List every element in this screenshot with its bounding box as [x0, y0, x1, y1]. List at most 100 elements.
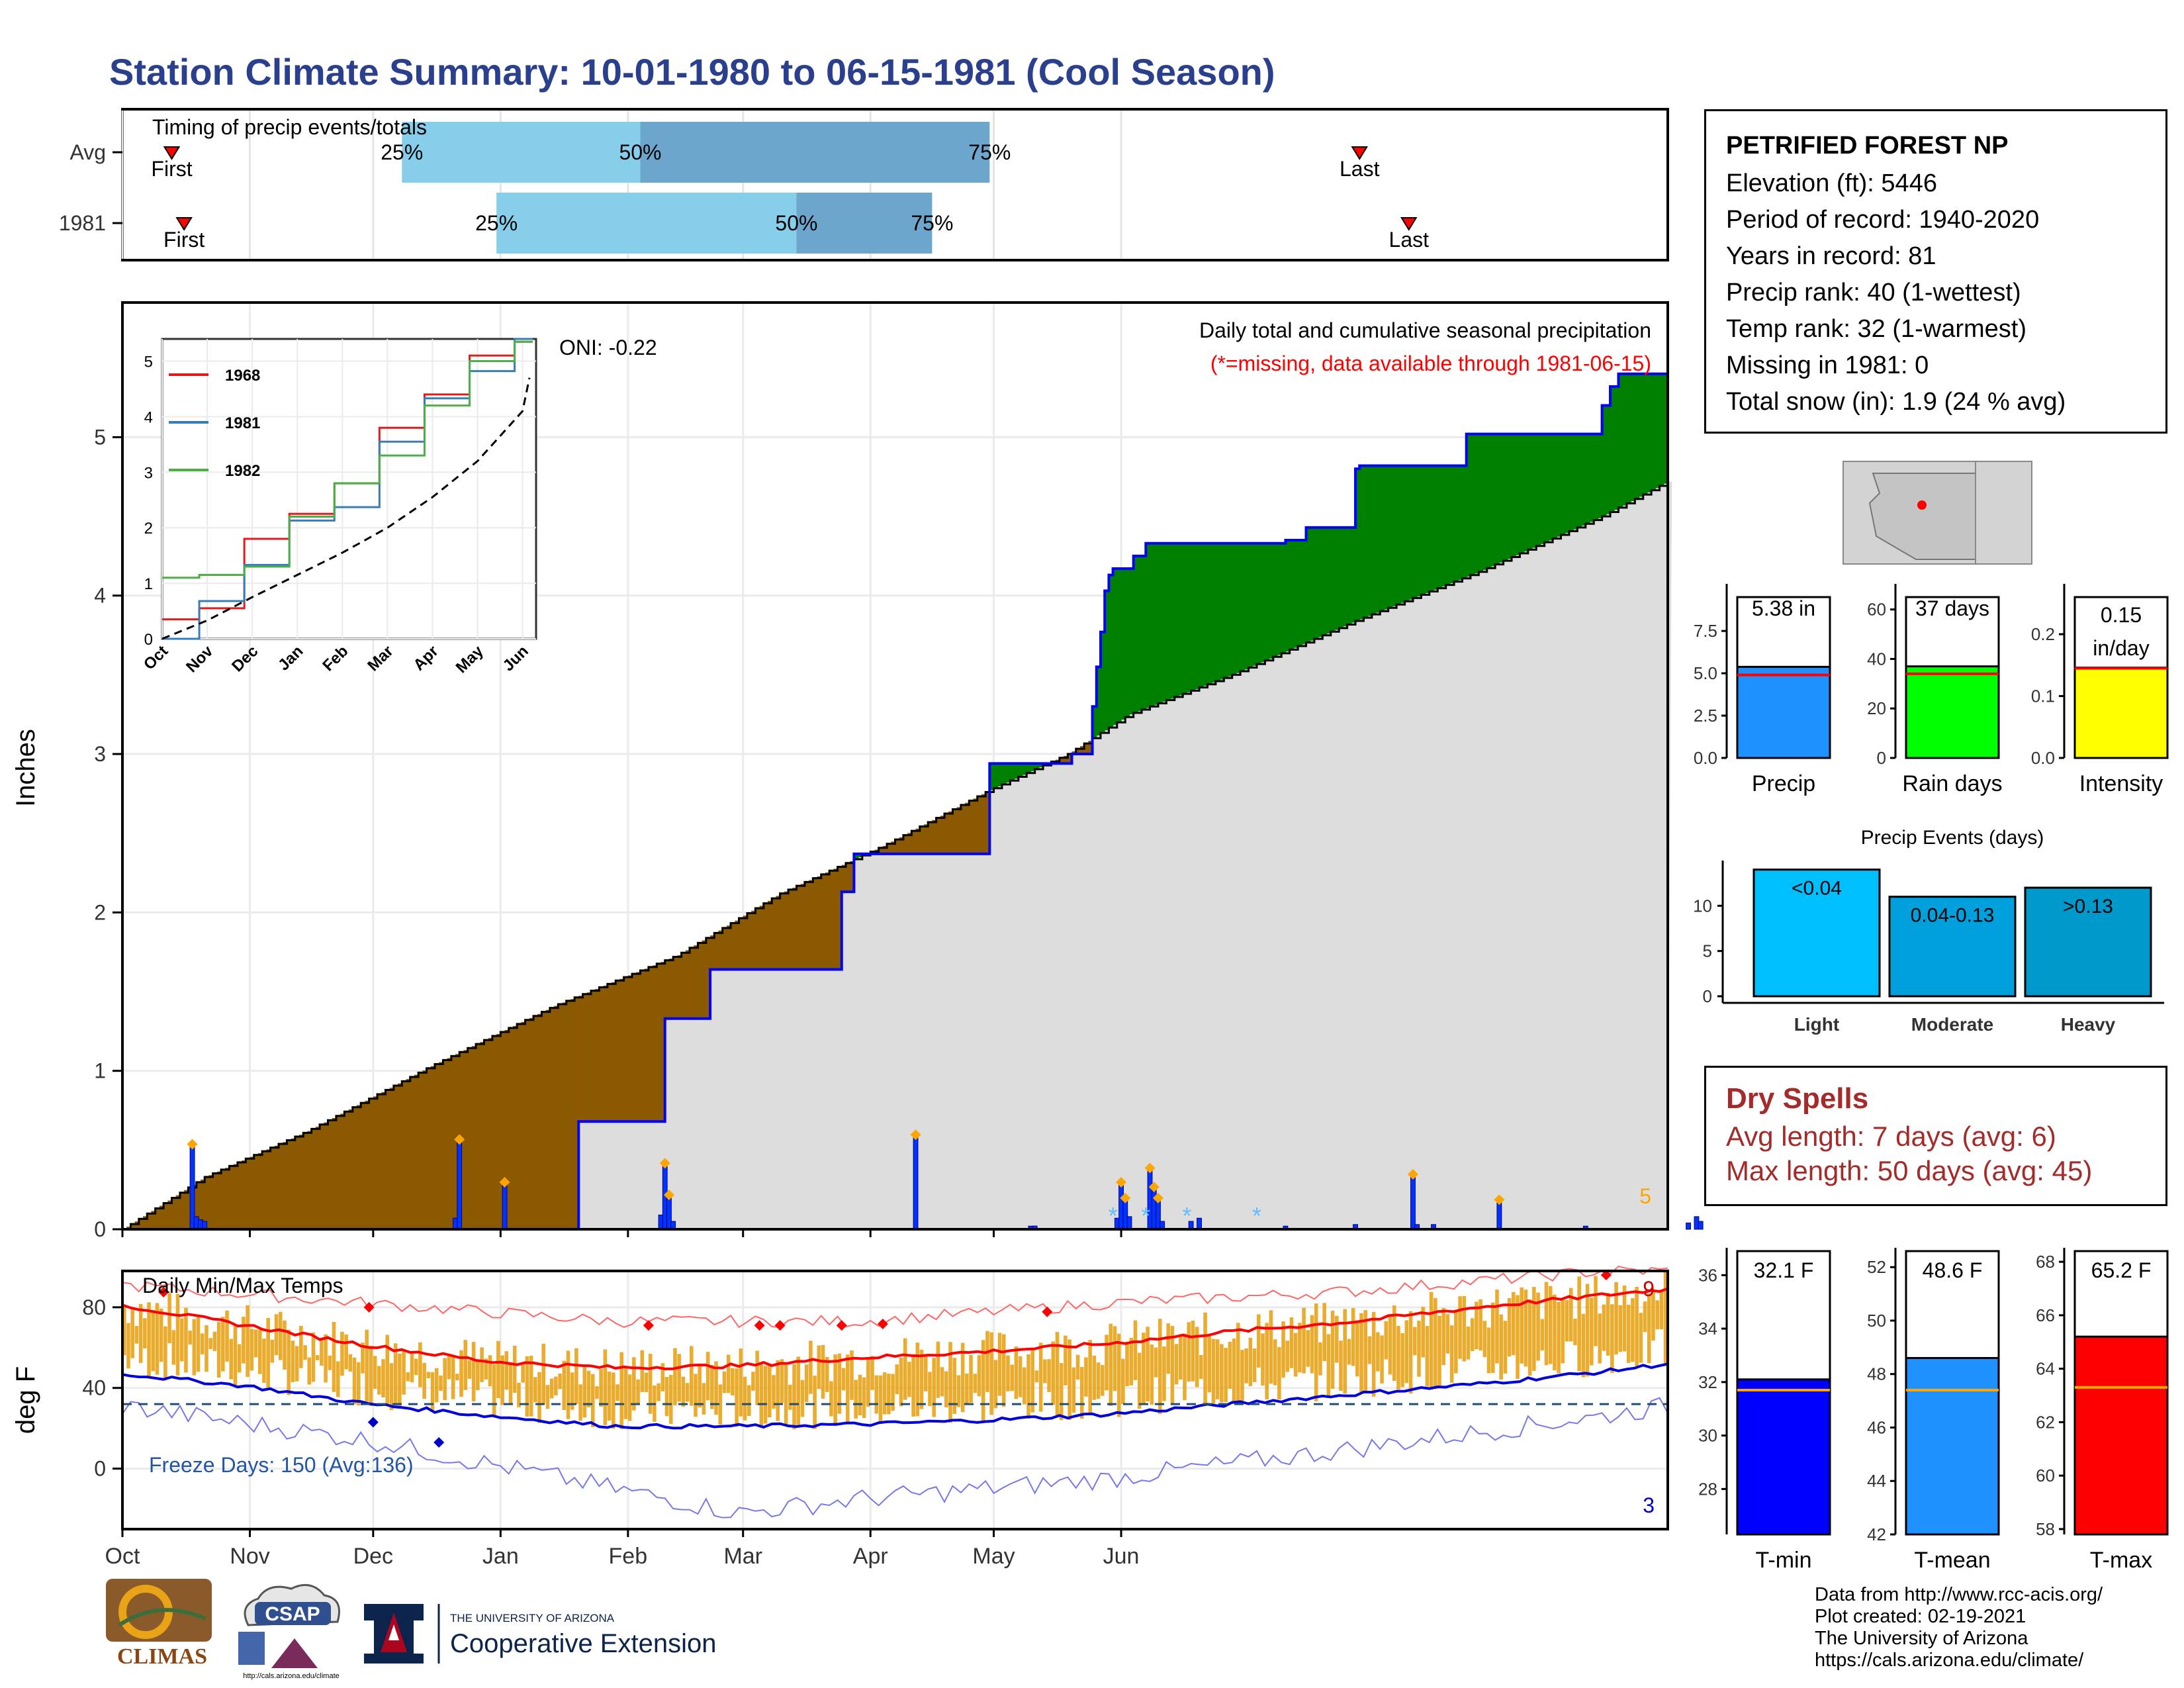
- precip-below-avg-segment: [952, 809, 958, 854]
- temp-bar-tick-label: 44: [1867, 1471, 1886, 1491]
- events-bar-light: [1752, 868, 1881, 998]
- daily-temp-bar: [1561, 1299, 1565, 1364]
- temperature-bar-charts: 28 30 32 34 36 32.1 F T-min 42 44 46 48 50 52 48.6 F T…: [1698, 1248, 2169, 1573]
- precip-above-avg-segment: [1285, 539, 1291, 652]
- precip-below-avg-segment: [817, 876, 822, 970]
- precip-above-avg-segment: [1433, 465, 1438, 590]
- precip-above-avg-segment: [1622, 373, 1627, 506]
- precip-above-avg-segment: [1001, 763, 1007, 784]
- daily-temp-bar: [517, 1382, 521, 1408]
- daily-temp-bar: [985, 1331, 989, 1392]
- daily-temp-bar: [1084, 1357, 1088, 1397]
- daily-temp-bar: [1392, 1305, 1396, 1381]
- daily-temp-bar: [615, 1384, 619, 1401]
- daily-temp-bar: [414, 1358, 418, 1376]
- record-high-marker: [754, 1320, 765, 1331]
- daily-temp-bar: [1376, 1332, 1380, 1372]
- mini-bar-2: [2073, 667, 2169, 759]
- csap-wordmark: CSAP: [265, 1603, 320, 1625]
- daily-temp-bar: [1055, 1332, 1060, 1417]
- daily-temp-bar: [694, 1374, 698, 1417]
- precip-above-avg-segment: [1121, 569, 1126, 720]
- daily-temp-bar: [681, 1376, 686, 1407]
- daily-temp-bar: [229, 1338, 234, 1380]
- daily-precip-bar: [1698, 1221, 1704, 1230]
- daily-temp-bar: [270, 1339, 275, 1363]
- inset-ytick-label: 1: [144, 575, 153, 593]
- daily-temp-bar: [283, 1320, 287, 1370]
- daily-temp-bar: [981, 1340, 985, 1421]
- precip-above-avg-segment: [1203, 543, 1208, 686]
- daily-temp-bar: [1482, 1321, 1487, 1358]
- precip-above-avg-segment: [1425, 465, 1430, 593]
- csap-url: http://cals.arizona.edu/climate: [243, 1672, 340, 1680]
- daily-temp-bar: [365, 1329, 369, 1402]
- daily-temp-bar: [874, 1375, 879, 1414]
- events-category-label: Moderate: [1911, 1014, 1993, 1035]
- daily-temp-bar: [447, 1354, 451, 1380]
- daily-temp-bar: [558, 1374, 562, 1389]
- daily-temp-bar: [1256, 1314, 1261, 1368]
- events-category-label: Heavy: [2061, 1014, 2116, 1035]
- daily-temp-bar: [1113, 1326, 1117, 1391]
- daily-temp-bar: [332, 1322, 336, 1392]
- precip-above-avg-segment: [1618, 373, 1623, 508]
- precip-ytick-label: 5: [94, 425, 106, 449]
- events-title: Precip Events (days): [1861, 827, 2044, 849]
- precip-below-avg-segment: [480, 1042, 485, 1229]
- month-label: Dec: [353, 1544, 393, 1569]
- precip-below-avg-segment: [714, 933, 719, 970]
- precip-below-avg-segment: [237, 1162, 242, 1229]
- precip-below-avg-segment: [726, 925, 731, 970]
- daily-temp-bar: [1499, 1314, 1503, 1380]
- precip-below-avg-segment: [262, 1151, 267, 1229]
- daily-temp-bar: [809, 1340, 813, 1394]
- daily-temp-bar: [1524, 1289, 1528, 1367]
- daily-temp-bar: [1606, 1293, 1610, 1356]
- precip-below-avg-segment: [426, 1068, 432, 1229]
- daily-temp-bar: [324, 1334, 328, 1383]
- daily-temp-bar: [1203, 1312, 1207, 1406]
- precip-below-avg-segment: [772, 898, 777, 970]
- daily-temp-bar: [813, 1376, 817, 1429]
- daily-temp-bar: [677, 1354, 681, 1402]
- timing-event-marker: [1351, 146, 1369, 160]
- precip-below-avg-segment: [533, 1015, 538, 1229]
- temp-bar-name: T-mean: [1914, 1548, 1990, 1573]
- daily-temp-bar: [1639, 1313, 1643, 1363]
- temp-bar-tick-label: 36: [1698, 1265, 1717, 1285]
- precip-below-avg-segment: [246, 1158, 251, 1229]
- precip-below-avg-segment: [677, 955, 682, 1019]
- daily-temp-bar: [1330, 1311, 1335, 1389]
- precip-below-avg-segment: [299, 1135, 304, 1229]
- mini-bar-tick-label: 40: [1867, 649, 1886, 669]
- daily-temp-bar: [1548, 1286, 1553, 1364]
- precip-above-avg-segment: [1527, 434, 1533, 550]
- station-temp-rank: Temp rank: 32 (1-warmest): [1726, 315, 2027, 343]
- precip-below-avg-segment: [640, 970, 645, 1122]
- precip-above-avg-segment: [1512, 434, 1516, 557]
- climas-logo: CLIMAS: [106, 1579, 225, 1678]
- events-bar-heavy: [2024, 886, 2152, 998]
- daily-temp-bar: [389, 1363, 394, 1411]
- precip-below-avg-segment: [660, 962, 666, 1122]
- daily-temp-bar: [792, 1364, 796, 1430]
- inset-average-line: [161, 377, 531, 640]
- precip-below-avg-segment: [410, 1076, 415, 1229]
- precip-below-avg-segment: [274, 1145, 279, 1229]
- daily-temp-bar: [866, 1357, 870, 1407]
- daily-temp-bar: [541, 1343, 546, 1404]
- temp-bar-name: T-min: [1756, 1548, 1812, 1573]
- precip-below-avg-segment: [673, 957, 678, 1019]
- events-bar-label: >0.13: [2063, 896, 2113, 917]
- daily-temp-bar: [1228, 1342, 1232, 1389]
- daily-temp-bar: [525, 1356, 529, 1417]
- daily-temp-bar: [1059, 1363, 1064, 1421]
- month-label: May: [972, 1544, 1015, 1569]
- daily-temp-bar: [1129, 1338, 1134, 1385]
- daily-temp-bar: [1536, 1292, 1540, 1361]
- precip-above-avg-segment: [1310, 527, 1315, 641]
- daily-temp-bar: [632, 1357, 636, 1411]
- precip-above-avg-segment: [1631, 373, 1635, 502]
- precip-below-avg-segment: [1068, 754, 1073, 764]
